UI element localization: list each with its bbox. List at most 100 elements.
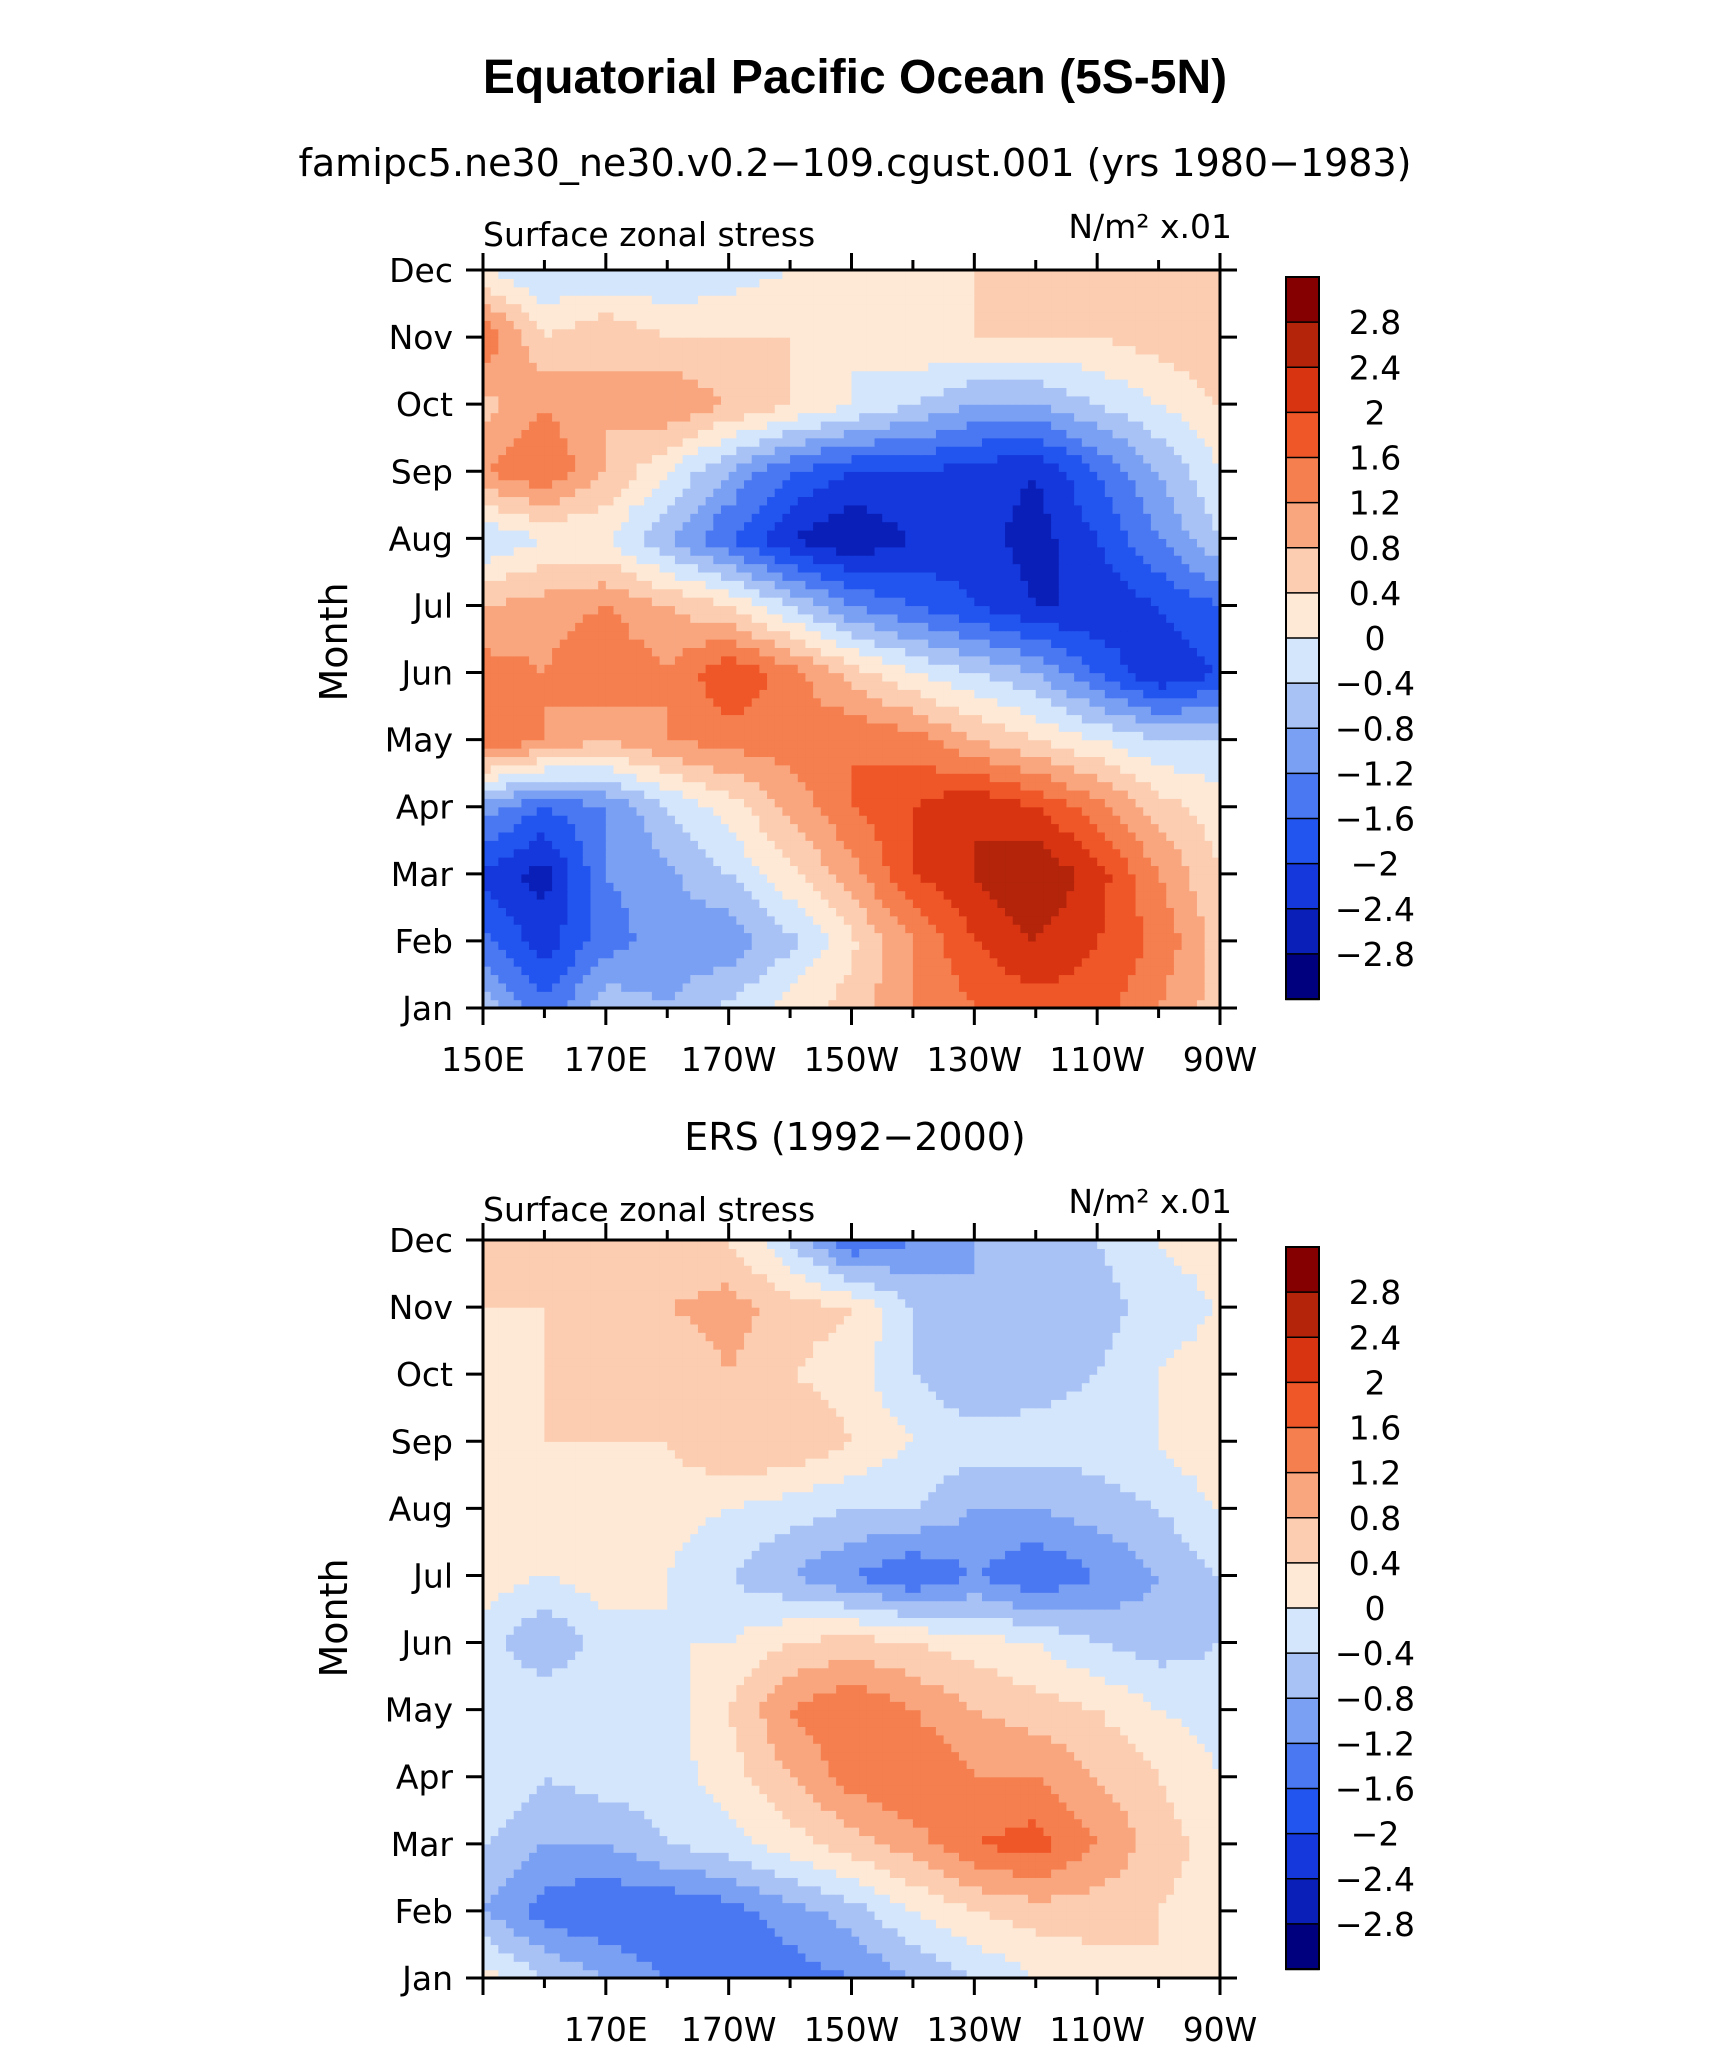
- field-cell: [805, 999, 814, 1009]
- field-cell: [544, 622, 553, 632]
- field-cell: [1081, 949, 1091, 959]
- field-cell: [1012, 647, 1021, 657]
- field-cell: [506, 789, 515, 799]
- field-cell: [1127, 957, 1137, 967]
- field-cell: [920, 831, 929, 841]
- field-cell: [813, 848, 822, 858]
- field-cell: [605, 865, 615, 875]
- field-cell: [920, 798, 929, 808]
- field-cell: [1066, 748, 1075, 758]
- field-cell: [1166, 647, 1175, 657]
- field-cell: [1089, 865, 1098, 875]
- field-cell: [705, 647, 714, 657]
- field-cell: [736, 722, 745, 732]
- field-cell: [982, 798, 991, 808]
- field-cell: [720, 756, 730, 766]
- field-cell: [966, 588, 975, 598]
- field-cell: [951, 714, 960, 724]
- field-cell: [1043, 798, 1052, 808]
- field-cell: [674, 706, 684, 716]
- field-cell: [521, 647, 530, 657]
- field-cell: [590, 664, 599, 674]
- field-cell: [935, 580, 945, 590]
- field-cell: [759, 857, 768, 867]
- field-cell: [974, 865, 983, 875]
- field-cell: [644, 873, 653, 883]
- field-cell: [1173, 613, 1183, 623]
- field-cell: [759, 571, 768, 581]
- field-cell: [1035, 806, 1045, 816]
- field-cell: [628, 857, 638, 867]
- field-cell: [1020, 823, 1029, 833]
- field-cell: [506, 613, 515, 623]
- field-cell: [935, 890, 945, 900]
- field-cell: [928, 639, 937, 648]
- field-cell: [498, 865, 507, 875]
- field-cell: [1074, 756, 1083, 766]
- field-cell: [621, 764, 630, 774]
- field-cell: [628, 882, 638, 892]
- field-cell: [805, 664, 814, 674]
- field-cell: [1143, 571, 1152, 581]
- field-cell: [1074, 605, 1083, 615]
- field-cell: [897, 764, 906, 774]
- field-cell: [951, 815, 960, 825]
- field-cell: [674, 580, 684, 590]
- field-cell: [590, 580, 599, 590]
- field-cell: [1204, 974, 1213, 984]
- field-cell: [951, 907, 960, 917]
- field-cell: [744, 588, 753, 598]
- field-cell: [1058, 739, 1068, 749]
- field-cell: [1166, 991, 1175, 1001]
- field-cell: [836, 748, 845, 758]
- field-cell: [521, 831, 530, 841]
- field-cell: [598, 731, 607, 741]
- field-cell: [575, 865, 584, 875]
- field-cell: [582, 697, 592, 707]
- field-cell: [882, 949, 891, 959]
- field-cell: [1196, 672, 1206, 682]
- field-cell: [836, 865, 845, 875]
- field-cell: [575, 739, 584, 749]
- field-cell: [598, 831, 607, 841]
- field-cell: [905, 999, 914, 1009]
- field-cell: [935, 680, 945, 690]
- field-cell: [483, 873, 492, 883]
- field-cell: [889, 882, 899, 892]
- field-cell: [1120, 823, 1129, 833]
- field-cell: [1212, 622, 1221, 632]
- field-cell: [851, 974, 860, 984]
- field-cell: [1196, 781, 1206, 791]
- field-cell: [705, 815, 714, 825]
- field-cell: [651, 680, 661, 690]
- field-cell: [997, 873, 1006, 883]
- field-cell: [498, 706, 507, 716]
- field-cell: [928, 815, 937, 825]
- field-cell: [851, 991, 860, 1001]
- field-cell: [897, 647, 906, 657]
- field-cell: [958, 781, 968, 791]
- field-cell: [958, 789, 968, 799]
- field-cell: [951, 739, 960, 749]
- field-cell: [659, 949, 668, 959]
- field-cell: [536, 840, 546, 850]
- field-cell: [905, 764, 914, 774]
- field-cell: [1081, 613, 1091, 623]
- field-cell: [521, 664, 530, 674]
- field-cell: [590, 613, 599, 623]
- field-cell: [1173, 890, 1183, 900]
- field-cell: [1097, 915, 1106, 925]
- panel-1-y-axis-label: Month: [312, 582, 356, 701]
- field-cell: [1189, 974, 1198, 984]
- field-cell: [521, 748, 530, 758]
- field-cell: [866, 798, 876, 808]
- field-cell: [859, 840, 868, 850]
- field-cell: [667, 898, 676, 908]
- panel-1: famipc5.ne30_ne30.v0.2−109.cgust.001 (yr…: [299, 141, 1416, 1079]
- field-cell: [674, 764, 684, 774]
- field-cell: [859, 722, 868, 732]
- field-cell: [598, 639, 607, 648]
- field-cell: [720, 722, 730, 732]
- field-cell: [644, 857, 653, 867]
- field-cell: [1204, 924, 1213, 934]
